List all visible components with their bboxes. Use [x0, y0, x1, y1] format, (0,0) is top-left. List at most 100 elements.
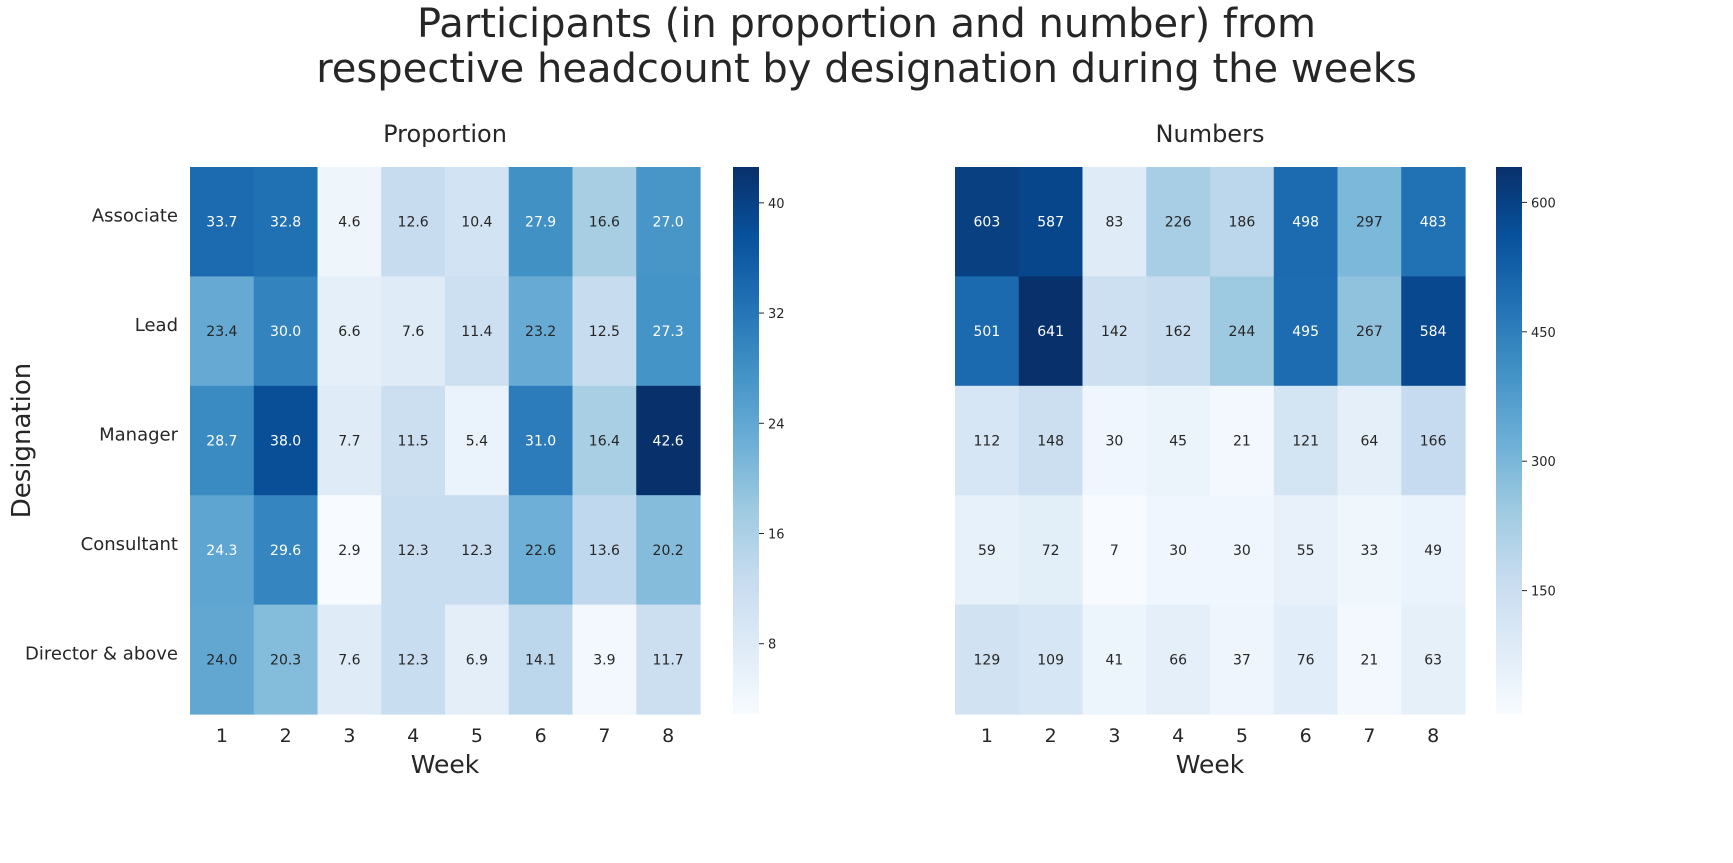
cell-value-label: 31.0: [525, 434, 556, 450]
cell-value-label: 27.3: [653, 324, 684, 340]
cell-value-label: 7: [1110, 543, 1119, 559]
heatmap-cell: [1273, 495, 1339, 606]
cell-value-label: 24.3: [206, 543, 237, 559]
cell-value-label: 59: [978, 543, 996, 559]
cell-value-label: 55: [1297, 543, 1315, 559]
cell-value-label: 12.6: [398, 215, 429, 231]
cell-value-label: 11.5: [398, 434, 429, 450]
cell-value-label: 30: [1105, 434, 1123, 450]
heatmap-cell: [1018, 385, 1084, 496]
cell-value-label: 16.4: [589, 434, 620, 450]
cell-value-label: 498: [1292, 215, 1319, 231]
colorbar-tick-label: 8: [768, 638, 776, 653]
cell-value-label: 11.4: [461, 324, 492, 340]
heatmap-cell: [381, 495, 446, 606]
cell-value-label: 483: [1420, 215, 1447, 231]
heatmap-cell: [190, 276, 255, 387]
heatmap-cell: [636, 167, 701, 277]
cell-value-label: 16.6: [589, 215, 620, 231]
y-tick-label: Consultant: [81, 534, 178, 555]
cell-value-label: 63: [1424, 652, 1442, 668]
heatmap-cell: [508, 276, 574, 387]
heatmap-cell: [1146, 604, 1211, 715]
heatmap-cell: [508, 385, 574, 496]
y-axis-label: Designation: [7, 363, 37, 519]
x-tick-label: 6: [535, 725, 547, 747]
cell-value-label: 23.4: [206, 324, 237, 340]
heatmap-cell: [572, 167, 637, 277]
heatmap-cell: [1401, 167, 1466, 277]
heatmap-cell: [508, 167, 574, 277]
x-tick-label: 4: [407, 725, 419, 747]
heatmap-cell: [1082, 167, 1147, 277]
colorbar-tick-label: 450: [1531, 326, 1556, 341]
cell-value-label: 12.3: [398, 543, 429, 559]
cell-value-label: 30.0: [270, 324, 301, 340]
y-tick-label: Director & above: [25, 643, 178, 664]
heatmap-cell: [1337, 385, 1402, 496]
cell-value-label: 24.0: [206, 652, 237, 668]
cell-value-label: 501: [974, 324, 1001, 340]
cell-value-label: 42.6: [653, 434, 684, 450]
panel-title-2: Numbers: [1156, 120, 1265, 148]
cell-value-label: 244: [1229, 324, 1256, 340]
colorbar-tick-label: 600: [1531, 196, 1556, 211]
main-title-line-2: respective headcount by designation duri…: [316, 46, 1417, 92]
heatmap-cell: [381, 276, 446, 387]
cell-value-label: 10.4: [461, 215, 492, 231]
heatmap-cell: [381, 167, 446, 277]
cell-value-label: 41: [1105, 652, 1123, 668]
cell-value-label: 3.9: [593, 652, 615, 668]
cell-value-label: 142: [1101, 324, 1128, 340]
heatmap-cell: [190, 167, 255, 277]
cell-value-label: 162: [1165, 324, 1192, 340]
y-tick-label: Lead: [135, 315, 178, 336]
heatmap-cell: [572, 385, 637, 496]
cell-value-label: 495: [1292, 324, 1319, 340]
cell-value-label: 186: [1229, 215, 1256, 231]
cell-value-label: 20.3: [270, 652, 301, 668]
heatmap-cell: [1210, 276, 1275, 387]
heatmap-cell: [636, 276, 701, 387]
heatmap-cell: [955, 385, 1020, 496]
cell-value-label: 587: [1037, 215, 1064, 231]
heatmap-cell: [1210, 167, 1275, 277]
cell-value-label: 5.4: [466, 434, 488, 450]
x-tick-label: 2: [280, 725, 292, 747]
cell-value-label: 29.6: [270, 543, 301, 559]
x-tick-label: 6: [1300, 725, 1312, 747]
cell-value-label: 4.6: [338, 215, 360, 231]
cell-value-label: 6.6: [338, 324, 360, 340]
heatmap-cell: [636, 385, 701, 496]
cell-value-label: 45: [1169, 434, 1187, 450]
cell-value-label: 148: [1037, 434, 1064, 450]
cell-value-label: 27.0: [653, 215, 684, 231]
heatmap-cell: [445, 276, 510, 387]
cell-value-label: 12.3: [461, 543, 492, 559]
heatmap-cell: [636, 604, 701, 715]
heatmap-cell: [445, 495, 510, 606]
heatmap-cell: [1273, 385, 1339, 496]
main-title: Participants (in proportion and number) …: [0, 2, 1733, 92]
heatmap-cell: [1401, 495, 1466, 606]
heatmap-cell: [1018, 495, 1084, 606]
heatmap-cell: [317, 385, 382, 496]
heatmap-cell: [1082, 385, 1147, 496]
heatmap-cell: [317, 495, 382, 606]
heatmap-cell: [1082, 604, 1147, 715]
heatmap-cell: [445, 604, 510, 715]
cell-value-label: 7.6: [402, 324, 424, 340]
cell-value-label: 7.6: [338, 652, 360, 668]
panel-title-1: Proportion: [383, 120, 507, 148]
main-title-line-1: Participants (in proportion and number) …: [416, 1, 1317, 47]
heatmap-cell: [253, 495, 319, 606]
heatmap-cell: [955, 276, 1020, 387]
heatmap-cell: [1401, 604, 1466, 715]
x-tick-label: 3: [1108, 725, 1120, 747]
cell-value-label: 33.7: [206, 215, 237, 231]
heatmap-cell: [1401, 276, 1466, 387]
heatmap-cell: [1018, 604, 1084, 715]
colorbar: [733, 167, 759, 714]
cell-value-label: 38.0: [270, 434, 301, 450]
heatmap-cell: [1337, 604, 1402, 715]
